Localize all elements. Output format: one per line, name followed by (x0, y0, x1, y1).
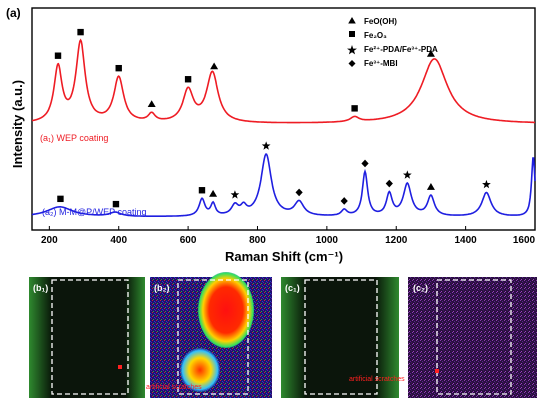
peak-marker-triangle (426, 49, 435, 57)
image-b1-edge-left (29, 277, 51, 398)
image-panel-c1: (c₁) artificial scratches (281, 277, 405, 398)
peak-marker-triangle (210, 62, 219, 70)
x-tick-label: 200 (41, 235, 58, 246)
image-b2-label: (b₂) (154, 283, 170, 293)
peak-marker-square (115, 64, 122, 72)
series-line-1 (31, 153, 536, 217)
peak-marker-square (184, 76, 192, 83)
image-panel-c2: (c₂) (408, 277, 537, 398)
peak-marker-diamond (361, 159, 369, 168)
legend-diamond-marker (348, 60, 356, 67)
legend-label-feooh: FeO(OH) (364, 17, 397, 26)
x-tick-label: 800 (249, 235, 266, 246)
peak-marker-square (351, 105, 358, 112)
spectra (31, 38, 536, 217)
image-panel-b2: (b₂) artificial scratches (146, 272, 272, 398)
image-b2-annotation: artificial scratches (146, 384, 202, 391)
peak-marker-diamond (295, 188, 303, 197)
legend-star-marker (347, 45, 357, 55)
image-c2-marker (435, 369, 439, 373)
y-axis-label: Intensity (a.u.) (10, 80, 25, 168)
peak-marker-triangle (426, 183, 435, 190)
image-b1-scratch-box (51, 279, 129, 395)
image-c1-annotation: artificial scratches (349, 376, 405, 383)
legend: FeO(OH) Fe₂O₃ Fe²⁺-PDA/Fe³⁺-PDA Fe³⁺-MBI (347, 17, 438, 68)
legend-item-feooh: FeO(OH) (348, 17, 397, 26)
peak-marker-diamond (340, 197, 348, 205)
peak-marker-square (112, 200, 120, 208)
image-c2-scratch-box (436, 279, 512, 395)
legend-item-fe-pda: Fe²⁺-PDA/Fe³⁺-PDA (347, 45, 438, 55)
x-tick-label: 1400 (454, 235, 477, 246)
image-b2-hotspot-top (198, 272, 254, 348)
x-tick-label: 400 (110, 235, 127, 246)
x-axis-label: Raman Shift (cm⁻¹) (225, 249, 343, 264)
image-c1-edge-left (281, 277, 305, 398)
x-tick-label: 1600 (513, 235, 536, 246)
x-tick-label: 600 (180, 235, 197, 246)
image-b1-marker (118, 365, 122, 369)
peak-marker-triangle (147, 100, 156, 108)
peak-marker-star (482, 179, 491, 189)
image-c1-label: (c₁) (285, 283, 300, 293)
image-b1-edge-right (126, 277, 145, 398)
legend-label-fe-pda: Fe²⁺-PDA/Fe³⁺-PDA (364, 45, 438, 54)
x-tick-label: 1200 (385, 235, 408, 246)
x-tick-label: 1000 (316, 235, 339, 246)
panel-label-a: (a) (6, 6, 21, 20)
legend-label-fe-mbi: Fe³⁺-MBI (364, 59, 398, 68)
chart-frame (31, 7, 536, 231)
peak-marker-square (77, 28, 84, 36)
peak-marker-star (402, 170, 412, 179)
peak-marker-star (261, 141, 271, 150)
image-c1-edge-right (376, 277, 399, 398)
peak-marker-square (57, 195, 64, 203)
image-c2-background (408, 277, 537, 398)
series-line-0 (31, 38, 535, 124)
peak-markers (54, 28, 491, 208)
peak-marker-star (230, 190, 240, 199)
series-label-mmp-wep: (a₂) M-M@P/WEP coating (42, 207, 146, 217)
image-b1-label: (b₁) (33, 283, 48, 293)
legend-square-marker (349, 31, 355, 37)
image-c1-scratch-box (304, 279, 378, 395)
peak-marker-square (54, 52, 62, 59)
legend-item-fe-mbi: Fe³⁺-MBI (348, 59, 398, 68)
legend-triangle-marker (348, 17, 356, 24)
legend-item-fe2o3: Fe₂O₃ (349, 31, 387, 40)
image-b2-scratch-box (177, 279, 249, 395)
peak-marker-diamond (385, 179, 393, 188)
x-axis-ticks: 200 400 600 800 1000 1200 1400 1600 (41, 226, 536, 246)
image-panel-b1: (b₁) (29, 277, 145, 398)
peak-marker-triangle (209, 189, 218, 197)
image-c2-label: (c₂) (413, 283, 428, 293)
image-b2-hotspot-bottom (180, 348, 220, 392)
legend-label-fe2o3: Fe₂O₃ (364, 31, 387, 40)
series-label-wep: (a₁) WEP coating (40, 133, 108, 143)
peak-marker-square (198, 187, 206, 194)
